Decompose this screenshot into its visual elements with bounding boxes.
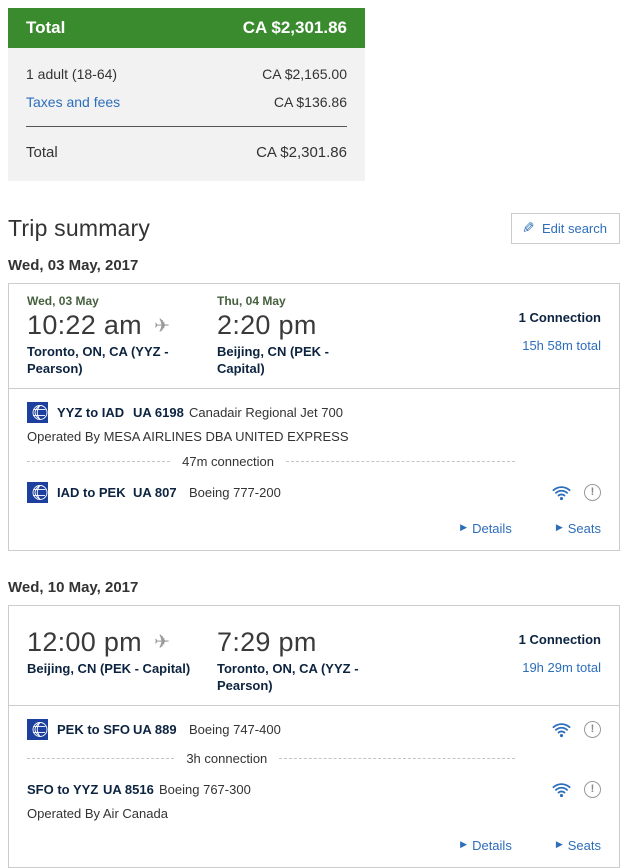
- operated-by-note: Operated By MESA AIRLINES DBA UNITED EXP…: [27, 428, 349, 444]
- connection-separator: 3h connection: [27, 751, 515, 766]
- seats-label: Seats: [567, 520, 601, 536]
- alert-icon[interactable]: !: [584, 484, 601, 502]
- page-title: Trip summary: [8, 215, 151, 241]
- fare-row-adult-label: 1 adult (18-64): [26, 66, 118, 82]
- alert-icon[interactable]: !: [584, 781, 601, 799]
- trip-summary-header: Trip summary ✎ Edit search: [8, 213, 620, 244]
- segment-row: YYZ to IAD UA 6198 Canadair Regional Jet…: [27, 402, 601, 424]
- pencil-icon: ✎: [522, 219, 535, 237]
- segment-row: SFO to YYZ UA 8516 Boeing 767-300 !: [27, 779, 601, 801]
- total-duration-link[interactable]: 15h 58m total: [522, 338, 601, 353]
- departure-column: 12:00 pm ✈ Beijing, CN (PEK - Capital): [27, 616, 195, 678]
- wifi-icon: [552, 782, 571, 797]
- wifi-icon: [552, 486, 571, 500]
- fare-row-adult-value: CA $2,165.00: [262, 66, 347, 82]
- segment-row: PEK to SFO UA 889 Boeing 747-400 !: [27, 719, 601, 741]
- arrival-time: 7:29 pm: [217, 626, 317, 657]
- wifi-icon: [552, 722, 571, 737]
- seats-label: Seats: [567, 837, 601, 853]
- united-airlines-logo-icon: [27, 482, 48, 504]
- details-label: Details: [472, 520, 512, 536]
- edit-search-button[interactable]: ✎ Edit search: [511, 213, 620, 244]
- edit-search-label: Edit search: [541, 220, 607, 236]
- alert-icon[interactable]: !: [584, 721, 601, 739]
- total-duration-link[interactable]: 19h 29m total: [522, 659, 601, 675]
- departure-column: Wed, 03 May 10:22 am ✈ Toronto, ON, CA (…: [27, 294, 195, 378]
- connection-count: 1 Connection: [518, 310, 601, 325]
- totals-header-label: Total: [26, 18, 66, 37]
- segment-flight-number: UA 6198: [133, 405, 184, 421]
- segment-aircraft: Boeing 767-300: [159, 782, 251, 798]
- seats-arrow-icon: ▶: [555, 523, 563, 534]
- fare-row-taxes: Taxes and fees CA $136.86: [26, 92, 347, 112]
- operated-by-note: Operated By Air Canada: [27, 805, 168, 821]
- segment-route: SFO to YYZ: [27, 782, 99, 798]
- seats-link[interactable]: ▶ Seats: [556, 521, 601, 536]
- segment-flight-number: UA 889: [133, 722, 177, 738]
- details-link[interactable]: ▶ Details: [460, 838, 512, 853]
- segment-aircraft: Boeing 747-400: [189, 722, 281, 738]
- details-arrow-icon: ▶: [460, 840, 468, 851]
- connection-summary-column: 1 Connection 15h 58m total: [519, 294, 601, 353]
- connection-duration: 3h connection: [186, 750, 268, 766]
- united-airlines-logo-icon: [27, 402, 48, 424]
- arrival-time: 2:20 pm: [217, 310, 317, 340]
- segment-aircraft: Boeing 777-200: [189, 485, 281, 501]
- details-arrow-icon: ▶: [460, 523, 468, 534]
- return-date-heading: Wed, 10 May, 2017: [8, 578, 139, 596]
- arrival-city: Toronto, ON, CA (YYZ - Pearson): [217, 660, 359, 693]
- card-divider: [9, 387, 619, 389]
- segment-flight-number: UA 807: [133, 485, 177, 501]
- departure-date: Wed, 03 May: [27, 294, 99, 308]
- fare-row-taxes-value: CA $136.86: [273, 94, 347, 110]
- totals-header-value: CA $2,301.86: [242, 18, 347, 37]
- details-label: Details: [472, 837, 512, 853]
- segment-aircraft: Canadair Regional Jet 700: [189, 405, 343, 421]
- arrival-date: Thu, 04 May: [217, 294, 286, 308]
- fare-totals-box: Total CA $2,301.86 1 adult (18-64) CA $2…: [8, 8, 365, 181]
- departure-time: 12:00 pm: [27, 626, 142, 657]
- connection-separator: 47m connection: [27, 454, 515, 469]
- arrival-column: Thu, 04 May 2:20 pm Beijing, CN (PEK - C…: [217, 294, 377, 378]
- united-airlines-logo-icon: [27, 719, 48, 741]
- taxes-and-fees-link[interactable]: Taxes and fees: [26, 94, 121, 110]
- airplane-icon: ✈: [153, 314, 170, 337]
- segment-route: PEK to SFO: [57, 722, 130, 738]
- connection-summary-column: 1 Connection 19h 29m total: [519, 616, 601, 675]
- outbound-date-heading: Wed, 03 May, 2017: [8, 257, 139, 274]
- grand-total-value: CA $2,301.86: [256, 144, 347, 161]
- card-actions: ▶ Details ▶ Seats: [27, 838, 601, 853]
- departure-city: Toronto, ON, CA (YYZ - Pearson): [27, 344, 169, 376]
- airplane-icon: ✈: [153, 631, 170, 654]
- flight-card-return: 12:00 pm ✈ Beijing, CN (PEK - Capital) 7…: [8, 604, 620, 868]
- seats-link[interactable]: ▶ Seats: [556, 838, 601, 853]
- fare-row-adult: 1 adult (18-64) CA $2,165.00: [26, 64, 347, 84]
- totals-divider: [26, 126, 347, 127]
- connection-count: 1 Connection: [518, 631, 601, 647]
- grand-total-row: Total CA $2,301.86: [26, 143, 347, 163]
- outbound-card-header: Wed, 03 May 10:22 am ✈ Toronto, ON, CA (…: [27, 292, 601, 378]
- card-divider: [9, 704, 619, 706]
- totals-header: Total CA $2,301.86: [8, 8, 365, 48]
- totals-body: 1 adult (18-64) CA $2,165.00 Taxes and f…: [8, 48, 365, 181]
- departure-city: Beijing, CN (PEK - Capital): [27, 660, 191, 676]
- arrival-column: 7:29 pm Toronto, ON, CA (YYZ - Pearson): [217, 616, 377, 695]
- segment-route: YYZ to IAD: [57, 405, 125, 421]
- arrival-city: Beijing, CN (PEK - Capital): [217, 344, 329, 376]
- seats-arrow-icon: ▶: [555, 840, 563, 851]
- segment-row: IAD to PEK UA 807 Boeing 777-200 !: [27, 482, 601, 504]
- departure-time: 10:22 am: [27, 310, 142, 340]
- segment-flight-number: UA 8516: [103, 782, 154, 798]
- connection-duration: 47m connection: [182, 453, 274, 469]
- details-link[interactable]: ▶ Details: [460, 521, 512, 536]
- return-card-header: 12:00 pm ✈ Beijing, CN (PEK - Capital) 7…: [27, 614, 601, 695]
- segment-route: IAD to PEK: [57, 485, 126, 501]
- flight-card-outbound: Wed, 03 May 10:22 am ✈ Toronto, ON, CA (…: [8, 283, 620, 551]
- grand-total-label: Total: [26, 144, 58, 161]
- card-actions: ▶ Details ▶ Seats: [27, 521, 601, 536]
